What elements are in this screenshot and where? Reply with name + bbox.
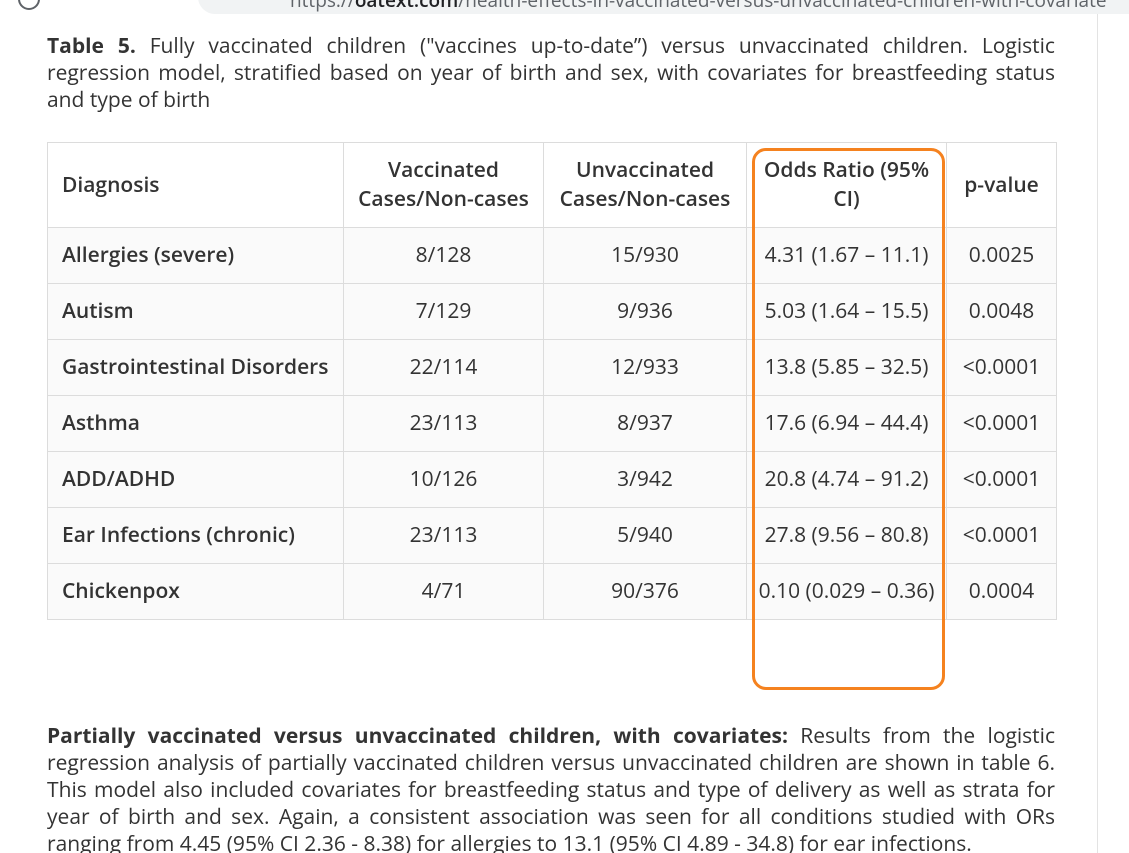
table-row: Chickenpox 4/71 90/376 0.10 (0.029 – 0.36) 0… — [47, 563, 1057, 620]
table-cell: 8/937 — [543, 395, 747, 452]
browser-bar: https://oatext.com/health-effects-in-vac… — [0, 0, 1129, 14]
table-cell: <0.0001 — [946, 507, 1057, 564]
table-cell: 0.10 (0.029 – 0.36) — [746, 563, 947, 620]
table-cell: 90/376 — [543, 563, 747, 620]
paragraph-text: Results from the logistic regression ana… — [47, 723, 1055, 853]
table-row: Gastrointestinal Disorders 22/114 12/933 13… — [47, 339, 1057, 396]
table-cell: 8/128 — [343, 227, 544, 284]
table-cell: Chickenpox — [47, 563, 344, 620]
url-scheme: https:// — [290, 0, 355, 13]
url[interactable]: https://oatext.com/health-effects-in-vac… — [290, 0, 1107, 13]
table-row: Allergies (severe) 8/128 15/930 4.31 (1.67 … — [47, 227, 1057, 284]
table-cell: 20.8 (4.74 – 91.2) — [746, 451, 947, 508]
header-cell: Unvaccinated Cases/Non-cases — [543, 142, 747, 228]
table-cell: Asthma — [47, 395, 344, 452]
table-cell: 23/113 — [343, 395, 544, 452]
header-cell: Odds Ratio (95% CI) — [746, 142, 947, 228]
header-cell: p-value — [946, 142, 1057, 228]
table-cell: Autism — [47, 283, 344, 340]
paragraph-lead: Partially vaccinated versus unvaccinated… — [47, 723, 788, 750]
header-row: Diagnosis Vaccinated Cases/Non-cases Unvac… — [47, 142, 1057, 228]
table-cell: Gastrointestinal Disorders — [47, 339, 344, 396]
table-cell: Ear Infections (chronic) — [47, 507, 344, 564]
results-table: Diagnosis Vaccinated Cases/Non-cases Unvac… — [47, 142, 1057, 620]
table-cell: Allergies (severe) — [47, 227, 344, 284]
table-cell: 4.31 (1.67 – 11.1) — [746, 227, 947, 284]
table-cell: 0.0004 — [946, 563, 1057, 620]
table-cell: 5/940 — [543, 507, 747, 564]
table-cell: 0.0048 — [946, 283, 1057, 340]
table-cell: 12/933 — [543, 339, 747, 396]
table-cell: 17.6 (6.94 – 44.4) — [746, 395, 947, 452]
table-row: ADD/ADHD 10/126 3/942 20.8 (4.74 – 91.2) <0.… — [47, 451, 1057, 508]
table-cell: 0.0025 — [946, 227, 1057, 284]
table-cell: 23/113 — [343, 507, 544, 564]
header-cell: Vaccinated Cases/Non-cases — [343, 142, 544, 228]
table-cell: 9/936 — [543, 283, 747, 340]
caption-text: Fully vaccinated children ("vaccines up-… — [47, 32, 1055, 114]
table-caption: Table 5. Fully vaccinated children ("vac… — [47, 33, 1055, 114]
table-row: Ear Infections (chronic) 23/113 5/940 27.8 … — [47, 507, 1057, 564]
caption-label: Table 5. — [47, 32, 136, 60]
table-cell: <0.0001 — [946, 395, 1057, 452]
table-body: Allergies (severe) 8/128 15/930 4.31 (1.67 … — [47, 227, 1057, 620]
table-cell: 22/114 — [343, 339, 544, 396]
browser-icon[interactable] — [18, 0, 40, 10]
table-row: Autism 7/129 9/936 5.03 (1.64 – 15.5) 0.0048 — [47, 283, 1057, 340]
url-domain: oatext.com — [354, 0, 459, 13]
table-cell: <0.0001 — [946, 451, 1057, 508]
table-cell: 15/930 — [543, 227, 747, 284]
table-cell: 10/126 — [343, 451, 544, 508]
header-cell: Diagnosis — [47, 142, 344, 228]
table-cell: <0.0001 — [946, 339, 1057, 396]
table-cell: 13.8 (5.85 – 32.5) — [746, 339, 947, 396]
table-row: Asthma 23/113 8/937 17.6 (6.94 – 44.4) <0.00… — [47, 395, 1057, 452]
url-path: /health-effects-in-vaccinated-versus-unv… — [458, 0, 1107, 13]
address-bar[interactable]: https://oatext.com/health-effects-in-vac… — [198, 0, 1129, 14]
paragraph: Partially vaccinated versus unvaccinated… — [47, 723, 1055, 853]
table-cell: 7/129 — [343, 283, 544, 340]
table-cell: 4/71 — [343, 563, 544, 620]
table-cell: 5.03 (1.64 – 15.5) — [746, 283, 947, 340]
table-cell: ADD/ADHD — [47, 451, 344, 508]
divider — [1097, 14, 1098, 853]
table-cell: 27.8 (9.56 – 80.8) — [746, 507, 947, 564]
table-cell: 3/942 — [543, 451, 747, 508]
